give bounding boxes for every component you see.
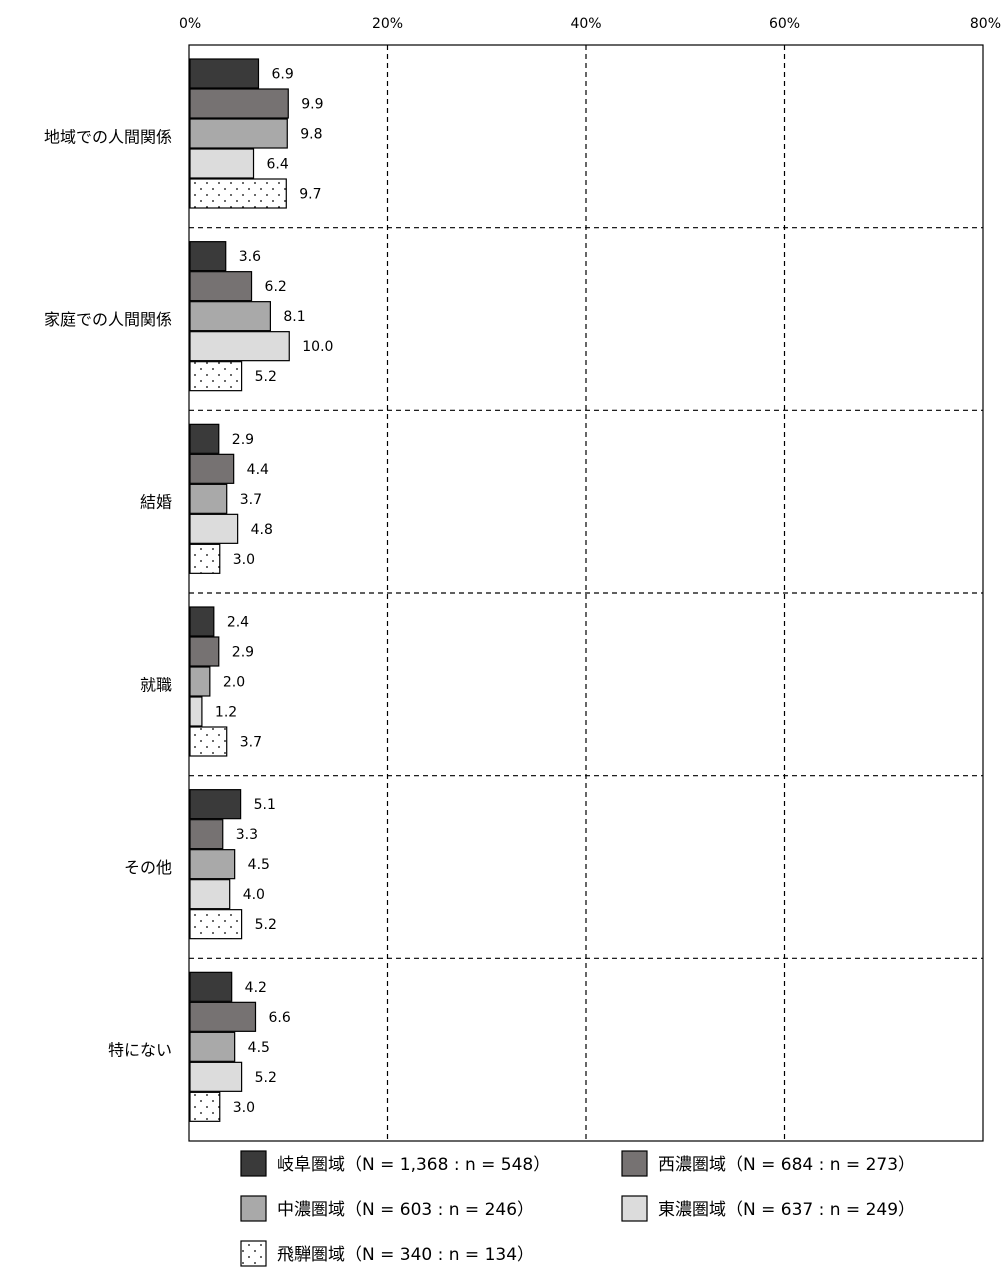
legend-swatch [240, 1150, 267, 1177]
bar [189, 726, 228, 757]
bar [189, 1061, 243, 1092]
x-tick-label: 80% [970, 16, 1001, 32]
data-label: 3.0 [233, 1100, 255, 1116]
bar [189, 453, 235, 484]
category-label: 地域での人間関係 [44, 127, 172, 146]
data-label: 5.2 [255, 369, 277, 385]
data-label: 3.0 [233, 552, 255, 568]
data-label: 3.7 [240, 492, 262, 508]
bar [189, 331, 290, 362]
bar [189, 241, 227, 272]
bar [189, 301, 271, 332]
data-label: 4.8 [251, 522, 273, 538]
x-tick-label: 60% [769, 16, 800, 32]
data-label: 5.1 [254, 797, 276, 813]
data-label: 2.4 [227, 615, 249, 631]
bar [189, 606, 215, 637]
bar [189, 819, 224, 850]
bar [189, 88, 289, 119]
bar [189, 118, 288, 149]
data-label: 4.0 [243, 887, 265, 903]
data-label: 3.7 [240, 735, 262, 751]
category-label: 特にない [108, 1041, 172, 1060]
data-label: 5.2 [255, 1070, 277, 1086]
bar [189, 58, 260, 89]
bar [189, 1031, 236, 1062]
legend-label: 西濃圏域（N = 684 : n = 273） [658, 1155, 915, 1175]
bar [189, 696, 203, 727]
bars-layer [189, 58, 290, 1122]
data-label: 4.2 [245, 980, 267, 996]
bar [189, 636, 220, 667]
bar [189, 543, 221, 574]
labels-layer: 0% 20% 40% 60% 80% 地域での人間関係 6.9 9.9 9.8 6.4 9.7 家庭で… [44, 16, 1001, 1116]
data-label: 2.9 [232, 645, 254, 661]
legend-swatch [621, 1195, 648, 1222]
category-label: 結婚 [140, 493, 172, 512]
bar [189, 178, 287, 209]
data-label: 2.0 [223, 675, 245, 691]
legend-swatch [240, 1240, 267, 1267]
x-tick-label: 20% [372, 16, 403, 32]
category-label: その他 [124, 858, 172, 877]
bar [189, 513, 239, 544]
data-label: 9.9 [301, 97, 323, 113]
data-label: 9.8 [300, 127, 322, 143]
bar [189, 879, 231, 910]
x-tick-label: 0% [179, 16, 201, 32]
legend-label: 岐阜圏域（N = 1,368 : n = 548） [277, 1155, 550, 1175]
data-label: 2.9 [232, 432, 254, 448]
legend-label: 中濃圏域（N = 603 : n = 246） [277, 1200, 534, 1220]
data-label: 3.6 [239, 249, 261, 265]
bar [189, 271, 253, 302]
bar [189, 148, 255, 179]
data-label: 4.4 [247, 462, 269, 478]
bar [189, 361, 243, 392]
data-label: 8.1 [283, 309, 305, 325]
bar [189, 789, 242, 820]
category-label: 家庭での人間関係 [44, 310, 172, 329]
x-tick-label: 40% [570, 16, 601, 32]
legend-swatch [621, 1150, 648, 1177]
data-label: 10.0 [302, 339, 333, 355]
bar [189, 483, 228, 514]
bar [189, 1091, 221, 1122]
bar [189, 423, 220, 454]
bar [189, 849, 236, 880]
data-label: 1.2 [215, 705, 237, 721]
data-label: 4.5 [248, 1040, 270, 1056]
data-label: 4.5 [248, 857, 270, 873]
data-label: 9.7 [299, 187, 321, 203]
data-label: 6.9 [271, 67, 293, 83]
bar [189, 909, 243, 940]
bar [189, 1001, 257, 1032]
data-label: 6.2 [265, 279, 287, 295]
grid-layer [188, 44, 984, 1142]
legend-label: 飛騨圏域（N = 340 : n = 134） [277, 1245, 534, 1265]
category-label: 就職 [140, 675, 172, 694]
data-label: 3.3 [236, 827, 258, 843]
bar [189, 971, 233, 1002]
legend-label: 東濃圏域（N = 637 : n = 249） [658, 1200, 915, 1220]
data-label: 6.6 [269, 1010, 291, 1026]
bar [189, 666, 211, 697]
data-label: 6.4 [267, 157, 289, 173]
legend-layer: 岐阜圏域（N = 1,368 : n = 548） 西濃圏域（N = 684 : … [240, 1150, 915, 1267]
data-label: 5.2 [255, 917, 277, 933]
legend-swatch [240, 1195, 267, 1222]
